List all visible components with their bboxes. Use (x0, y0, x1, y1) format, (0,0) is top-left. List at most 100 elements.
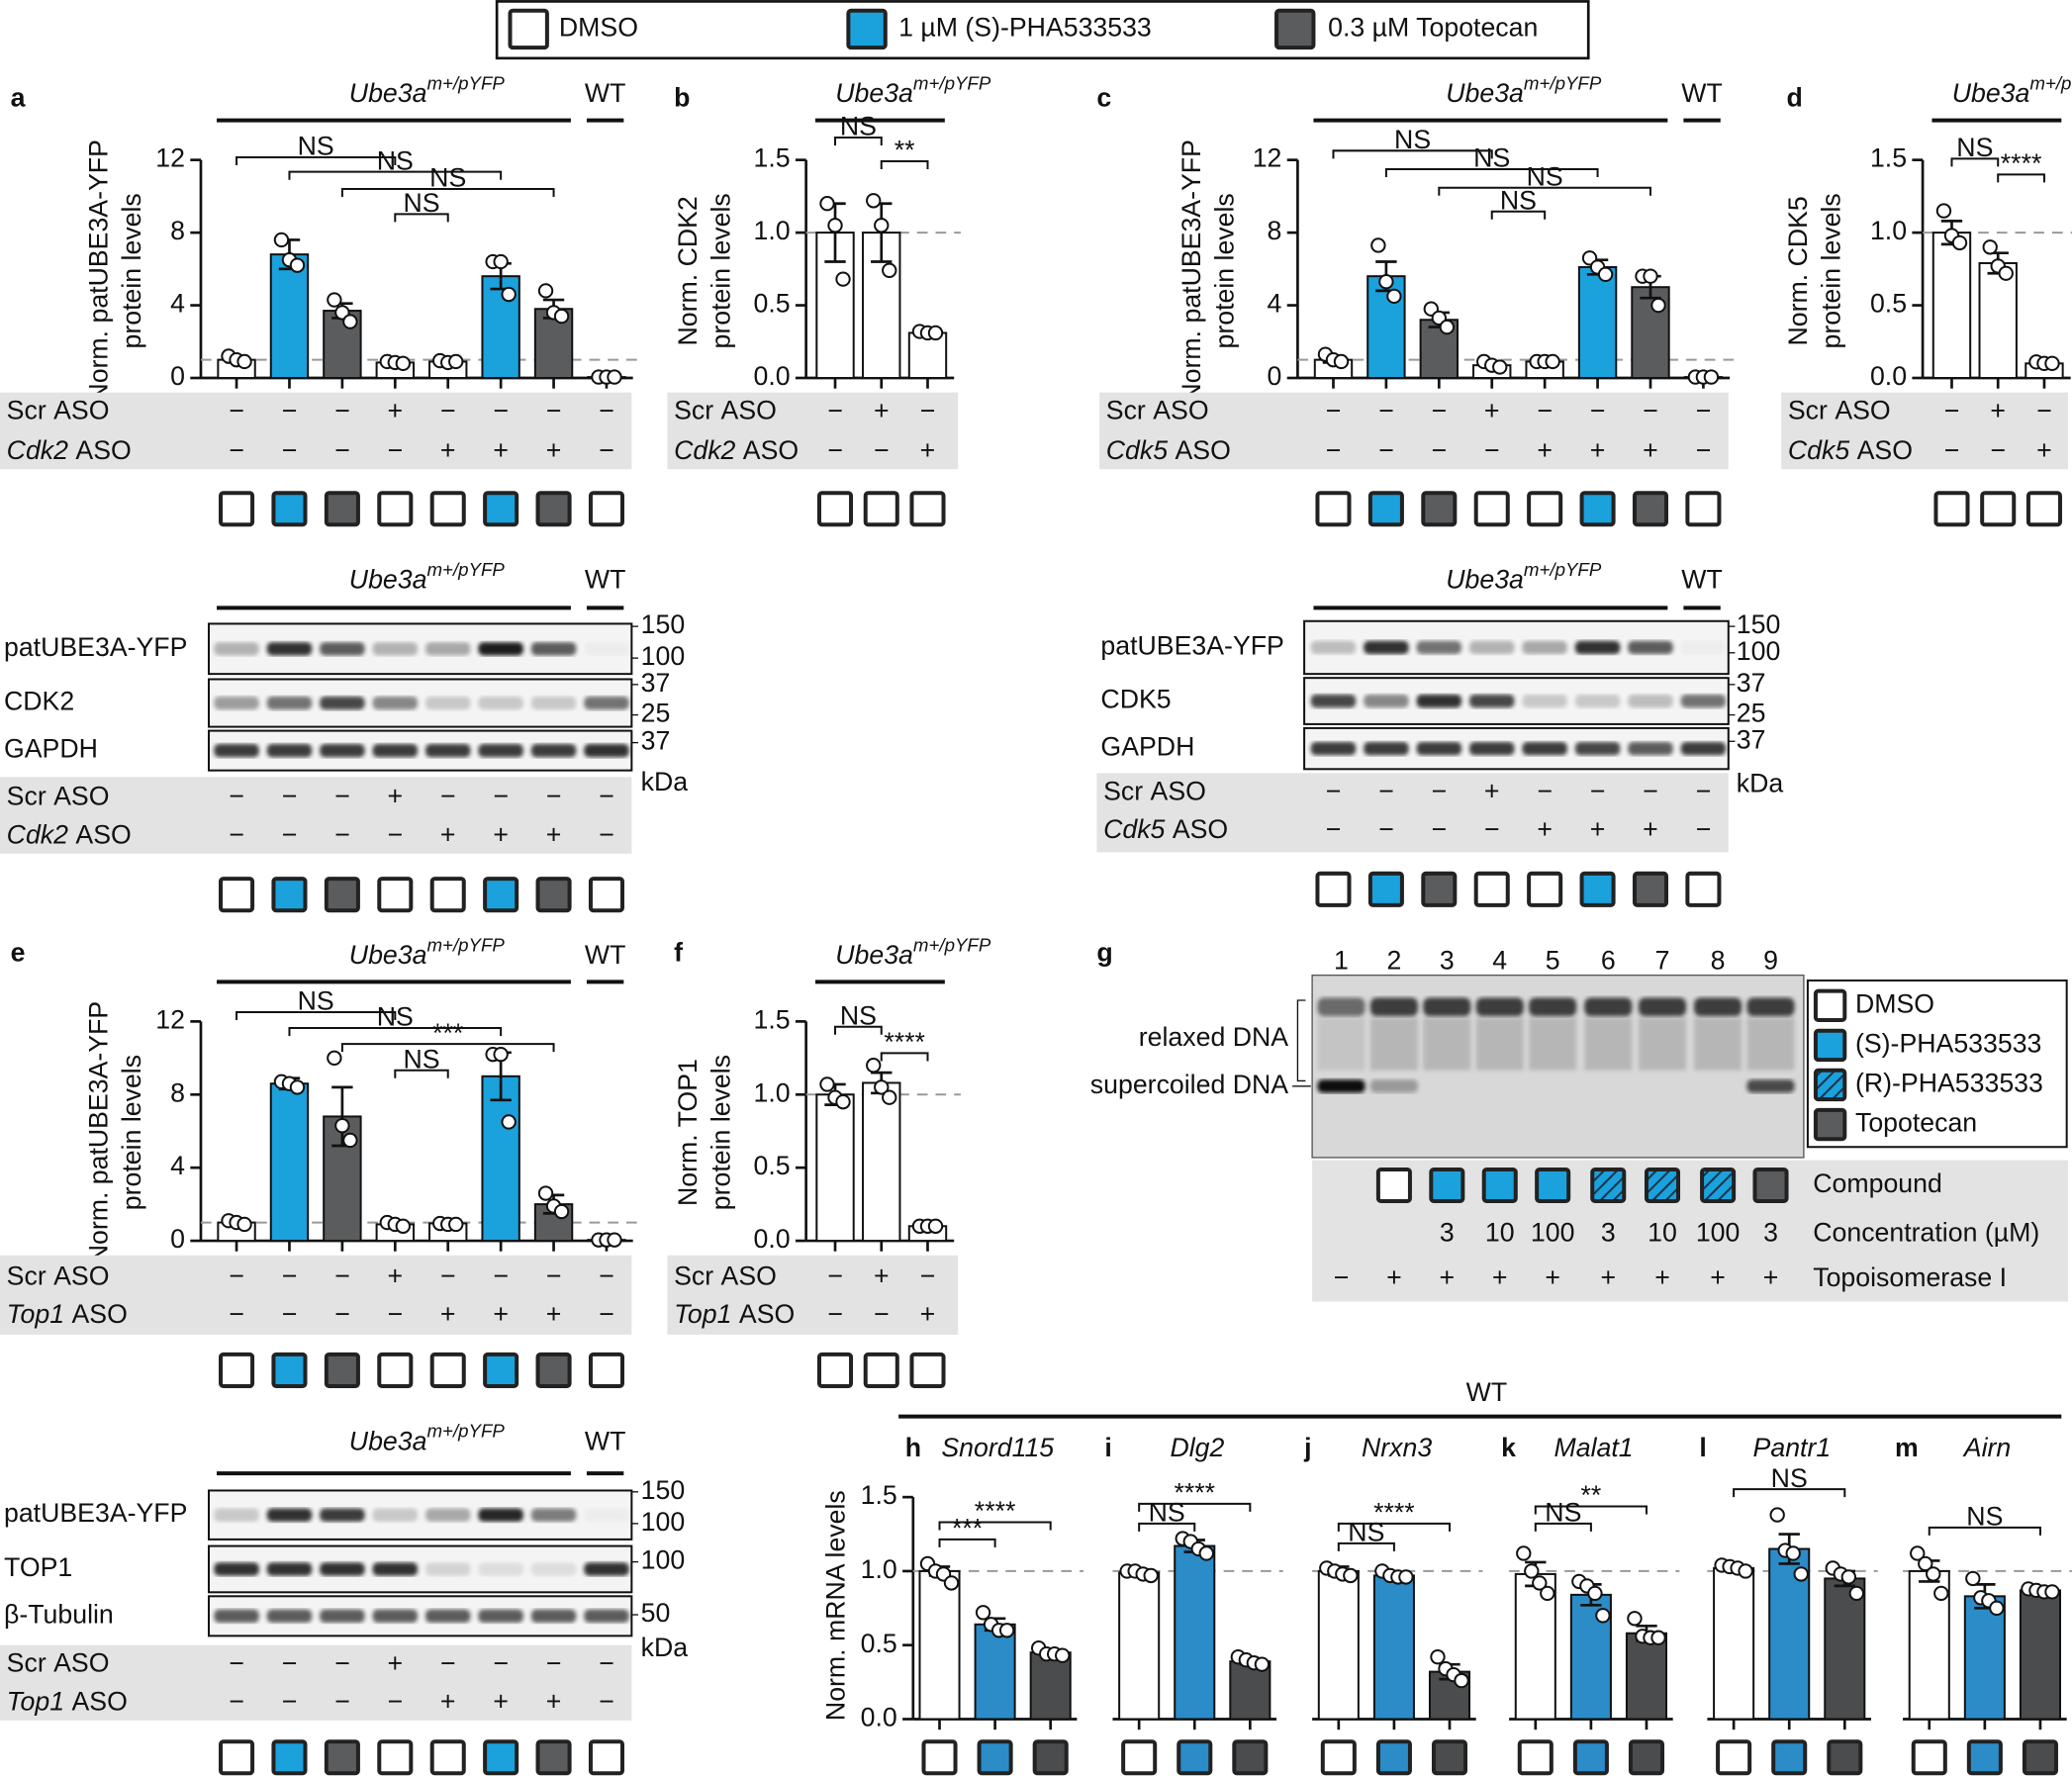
y-tick-label: 1.0 (861, 1554, 897, 1584)
data-point (327, 1050, 342, 1067)
bar (1577, 265, 1618, 380)
aso-sign: + (493, 1299, 509, 1329)
aso-suffix: ASO (721, 1262, 777, 1291)
y-axis-label: Norm. TOP1 (673, 1059, 703, 1206)
aso-sign: + (440, 1299, 456, 1329)
data-point (1254, 1656, 1271, 1672)
treatment-square (588, 1739, 625, 1776)
blot-band (530, 1562, 577, 1576)
blot-band (478, 743, 523, 758)
aso-sign: − (1378, 396, 1394, 425)
aso-sign: − (440, 1648, 456, 1678)
data-point (1650, 1630, 1666, 1645)
significance-bracket (235, 1011, 397, 1021)
aso-suffix: ASO (71, 1687, 127, 1717)
y-tick-label: 0.0 (1870, 361, 1907, 391)
significance-bracket (1928, 1526, 2041, 1536)
significance-bracket (394, 213, 449, 223)
aso-name: Scr (7, 1262, 47, 1291)
genotype-label: WT (1681, 78, 1723, 108)
genotype-label: Ube3am+/pYFP (1446, 559, 1602, 595)
aso-label: Cdk2 ASO (674, 435, 799, 465)
data-point (835, 271, 851, 287)
aso-sign: − (1326, 435, 1342, 465)
significance-label: **** (1174, 1478, 1215, 1508)
treatment-square (977, 1739, 1013, 1776)
lane-number: 7 (1655, 945, 1670, 975)
aso-label: Scr ASO (7, 782, 110, 811)
blot-band (320, 743, 365, 758)
panel-letter: g (1096, 937, 1112, 967)
blot-band (1416, 694, 1462, 708)
treatment-square (429, 1352, 466, 1388)
bar (1963, 1595, 2006, 1721)
panel-letter: j (1303, 1433, 1311, 1462)
gel-band (1746, 1079, 1795, 1093)
treatment-square (271, 491, 308, 527)
treatment-square (483, 491, 519, 527)
aso-sign: − (229, 435, 244, 465)
treatment-square (1579, 491, 1616, 527)
topo-sign: + (1710, 1262, 1726, 1292)
genotype-name: WT (585, 565, 626, 595)
aso-name: Scr (1106, 396, 1146, 425)
aso-sign: − (1378, 776, 1394, 805)
aso-sign: − (1590, 776, 1606, 805)
aso-sign: − (334, 435, 350, 465)
aso-sign: − (229, 782, 244, 811)
aso-sign: − (1537, 396, 1553, 425)
y-tick-label: 12 (155, 1004, 185, 1034)
y-tick-label: 1.5 (753, 143, 790, 173)
treatment-square (219, 1352, 255, 1388)
data-point (1998, 265, 2014, 281)
aso-suffix: ASO (1153, 396, 1208, 425)
significance-label: NS (403, 188, 439, 218)
y-tick-label: 1.0 (753, 1077, 790, 1107)
y-axis-label: protein levels (1209, 193, 1239, 348)
treatment-square (816, 1352, 854, 1388)
data-point (1143, 1567, 1159, 1584)
marker-label: 150 (1737, 609, 1781, 639)
treatment-square (377, 877, 414, 913)
data-point (327, 292, 342, 308)
aso-sign: − (334, 1687, 350, 1717)
treatment-square (1473, 871, 1510, 907)
aso-sign: − (229, 1648, 244, 1678)
blot-band (425, 1508, 471, 1522)
significance-bracket (834, 136, 883, 145)
aso-sign: − (229, 1687, 244, 1717)
aso-sign: − (493, 1648, 509, 1678)
genotype-name: Ube3a (349, 565, 427, 595)
aso-name: Scr (1103, 776, 1143, 805)
data-point (1738, 1563, 1753, 1579)
concentration: 10 (1648, 1217, 1677, 1247)
significance-bracket (288, 170, 503, 180)
data-point (1848, 1585, 1864, 1602)
y-axis-label: protein levels (117, 1055, 146, 1210)
blot-band (584, 743, 629, 758)
data-point (866, 193, 882, 209)
data-point (493, 1046, 509, 1063)
data-point (1793, 1566, 1809, 1582)
aso-sign: − (229, 1299, 244, 1329)
data-point (1524, 1563, 1540, 1579)
treatment-square (1966, 1739, 2003, 1776)
aso-space (735, 435, 742, 465)
kda-label: kDa (641, 767, 689, 796)
marker-label: 25 (641, 699, 671, 728)
treatment-square (1527, 871, 1563, 907)
significance-bracket (880, 1052, 929, 1062)
aso-sign: − (334, 1299, 350, 1329)
genotype-label: Ube3am+/pYFP (349, 1421, 506, 1456)
treatment-square (535, 491, 572, 527)
y-axis-label: Norm. mRNA levels (821, 1490, 851, 1721)
aso-label: Cdk2 ASO (7, 435, 132, 465)
significance-bracket (938, 1538, 996, 1547)
significance-label: NS (1473, 143, 1510, 173)
concentration: 100 (1531, 1217, 1575, 1247)
genotype-name: WT (1681, 78, 1723, 108)
genotype-label: Ube3am+/pYFP (349, 72, 506, 108)
data-point (2044, 1584, 2060, 1600)
blot-band (1574, 640, 1621, 655)
significance-label: NS (1527, 161, 1563, 191)
